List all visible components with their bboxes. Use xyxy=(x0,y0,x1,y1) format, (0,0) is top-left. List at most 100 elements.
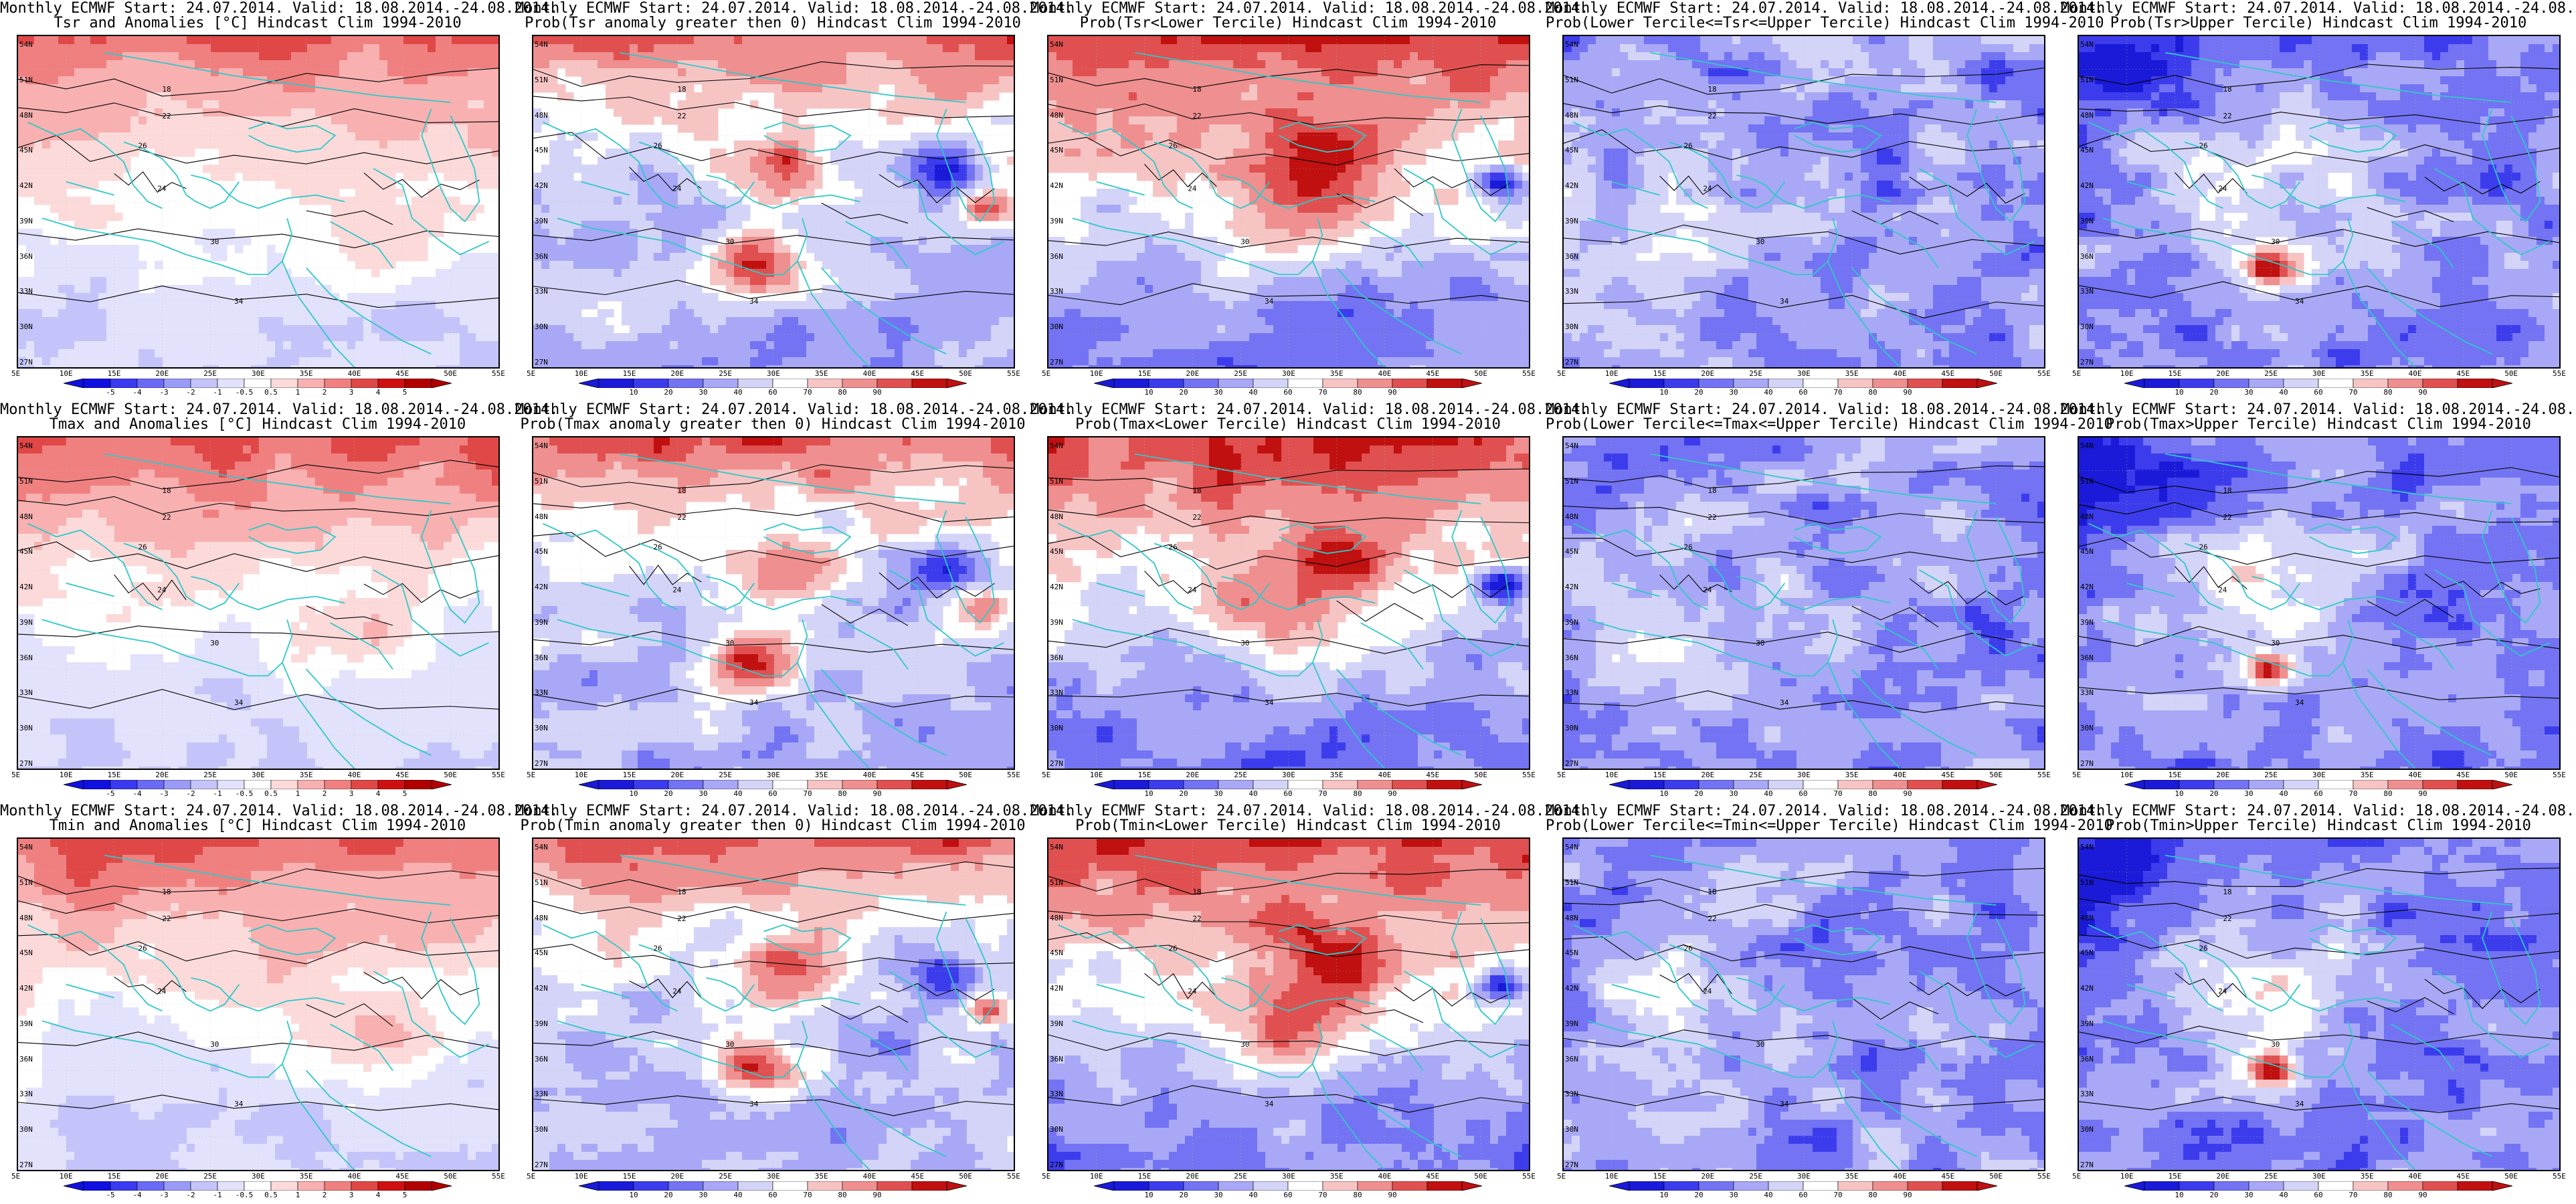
lat-tick-label: 39N xyxy=(1565,618,1578,627)
isotherm-contour xyxy=(114,574,187,601)
colorbar-tick-label: 20 xyxy=(1179,388,1188,397)
panel-title-line1: Monthly ECMWF Start: 24.07.2014. Valid: … xyxy=(2061,803,2576,820)
colorbar-tick-label: 20 xyxy=(1694,1191,1703,1199)
coastline xyxy=(373,168,489,256)
colorbar-tick-label: 2 xyxy=(323,388,327,397)
lon-tick-label: 35E xyxy=(815,1172,828,1181)
map-field: 18 22 26 30 34 24 xyxy=(1564,36,2044,367)
coastline xyxy=(543,924,678,1012)
coastline xyxy=(2433,569,2550,657)
coastline xyxy=(1851,668,1977,757)
map-panel-tmax-3: Monthly ECMWF Start: 24.07.2014. Valid: … xyxy=(1030,401,1588,803)
colorbar-tick-label: 70 xyxy=(1318,789,1327,798)
coastline xyxy=(123,944,240,1012)
coastline xyxy=(191,175,345,209)
colorbar-tick-label: 80 xyxy=(2383,388,2392,397)
coastline xyxy=(191,977,345,1012)
coastline xyxy=(557,1020,808,1078)
colorbar-tick-label: 30 xyxy=(2244,388,2253,397)
coastline xyxy=(936,108,996,223)
contour-label: 26 xyxy=(1169,944,1178,952)
isotherm-contour xyxy=(533,464,1014,489)
colorbar: 10 20 30 40 60 70 80 90 xyxy=(2124,780,2512,798)
contour-label: 18 xyxy=(2223,486,2231,495)
lat-tick-label: 42N xyxy=(1050,984,1063,993)
map-area: 18 22 26 30 34 24 54N 51N 48N 45N 42N 39N 36N 33N 30N 2… xyxy=(17,837,500,1171)
lon-tick-label: 55E xyxy=(1007,369,1020,378)
isotherm-contour xyxy=(2079,536,2559,567)
lat-tick-label: 30N xyxy=(1565,1125,1578,1134)
coastline xyxy=(330,622,393,670)
coastline xyxy=(191,576,345,611)
lon-tick-label: 25E xyxy=(2264,771,2278,779)
colorbar: 10 20 30 40 60 70 80 90 xyxy=(1609,379,1997,397)
lat-tick-label: 30N xyxy=(19,322,33,331)
lon-tick-label: 20E xyxy=(670,369,684,378)
contour-label: 24 xyxy=(2218,987,2227,996)
colorbar-tick-label: -0.5 xyxy=(236,789,254,798)
contour-label: 24 xyxy=(672,586,682,595)
contour-label: 22 xyxy=(2223,914,2231,923)
isotherm-contour xyxy=(533,280,1014,300)
isotherm-contour xyxy=(2175,973,2247,999)
panel-title-line1: Monthly ECMWF Start: 24.07.2014. Valid: … xyxy=(1030,401,1588,419)
contour-label: 34 xyxy=(749,297,759,306)
coastline xyxy=(638,944,755,1012)
colorbar: 10 20 30 40 60 70 80 90 xyxy=(2124,1181,2512,1199)
isotherm-contour xyxy=(1048,103,1529,125)
colorbar-tick-label: 90 xyxy=(872,789,881,798)
contour-label: 34 xyxy=(1780,698,1789,707)
lon-tick-label: 55E xyxy=(492,1172,505,1181)
colorbar-tick-label: 70 xyxy=(2349,1191,2357,1199)
lat-tick-label: 45N xyxy=(19,146,33,155)
colorbar-tick-label: 3 xyxy=(349,388,354,397)
contour-label: 30 xyxy=(1240,237,1249,246)
lat-tick-label: 27N xyxy=(535,1161,548,1169)
lat-tick-label: 33N xyxy=(535,1090,548,1098)
colorbar-tick-label: 70 xyxy=(803,789,812,798)
lat-tick-label: 27N xyxy=(1050,1161,1063,1169)
lat-tick-label: 54N xyxy=(1050,40,1063,49)
colorbar-tick-label: 30 xyxy=(2244,789,2253,798)
isotherm-contour xyxy=(2367,599,2454,618)
contour-label: 30 xyxy=(1756,639,1764,647)
colorbar-tick-label: 60 xyxy=(1283,388,1292,397)
lon-tick-label: 50E xyxy=(1989,369,2003,378)
colorbar-tick-label: 70 xyxy=(2349,789,2357,798)
lat-tick-label: 54N xyxy=(19,40,33,49)
contour-label: 34 xyxy=(2295,698,2304,707)
lat-tick-label: 30N xyxy=(1050,322,1063,331)
isotherm-contour xyxy=(1564,505,2044,524)
colorbar-tick-label: 0.5 xyxy=(264,388,278,397)
contour-label: 26 xyxy=(654,542,662,551)
isotherm-contour xyxy=(879,983,995,1001)
lon-tick-label: 40E xyxy=(863,369,877,378)
isotherm-contour xyxy=(2079,228,2559,247)
contour-label: 18 xyxy=(1192,486,1201,495)
colorbar-tick-label: 40 xyxy=(733,388,742,397)
coastline xyxy=(821,1070,947,1158)
coastline xyxy=(282,662,355,769)
map-area: 18 22 26 30 34 24 54N 51N 48N 45N 42N 39N 36N 33N 30N 2… xyxy=(1562,436,2045,770)
lat-tick-label: 39N xyxy=(1050,217,1063,225)
map-panel-tmin-1: Monthly ECMWF Start: 24.07.2014. Valid: … xyxy=(0,803,558,1204)
isotherm-contour xyxy=(1564,465,2044,489)
contour-label: 26 xyxy=(139,141,147,150)
lat-tick-label: 48N xyxy=(1565,111,1578,120)
lat-tick-label: 54N xyxy=(1050,441,1063,450)
coastline xyxy=(2482,510,2541,624)
coastline xyxy=(1058,924,1193,1012)
map-panel-tmax-4: Monthly ECMWF Start: 24.07.2014. Valid: … xyxy=(1546,401,2113,803)
contour-label: 30 xyxy=(1756,237,1764,246)
contour-label: 22 xyxy=(677,513,686,522)
lat-tick-label: 33N xyxy=(1565,287,1578,296)
lat-tick-label: 48N xyxy=(1565,512,1578,521)
colorbar-tick-label: 1 xyxy=(296,388,300,397)
panel-title-line1: Monthly ECMWF Start: 24.07.2014. Valid: … xyxy=(1546,803,2104,820)
coastline xyxy=(1851,267,1977,355)
map-field: 18 22 26 30 34 24 xyxy=(1048,36,1529,367)
isotherm-contour xyxy=(2079,898,2559,920)
colorbar-tick-label: 70 xyxy=(803,1191,812,1199)
lat-tick-label: 42N xyxy=(2080,181,2094,190)
contour-label: 22 xyxy=(2223,513,2231,522)
